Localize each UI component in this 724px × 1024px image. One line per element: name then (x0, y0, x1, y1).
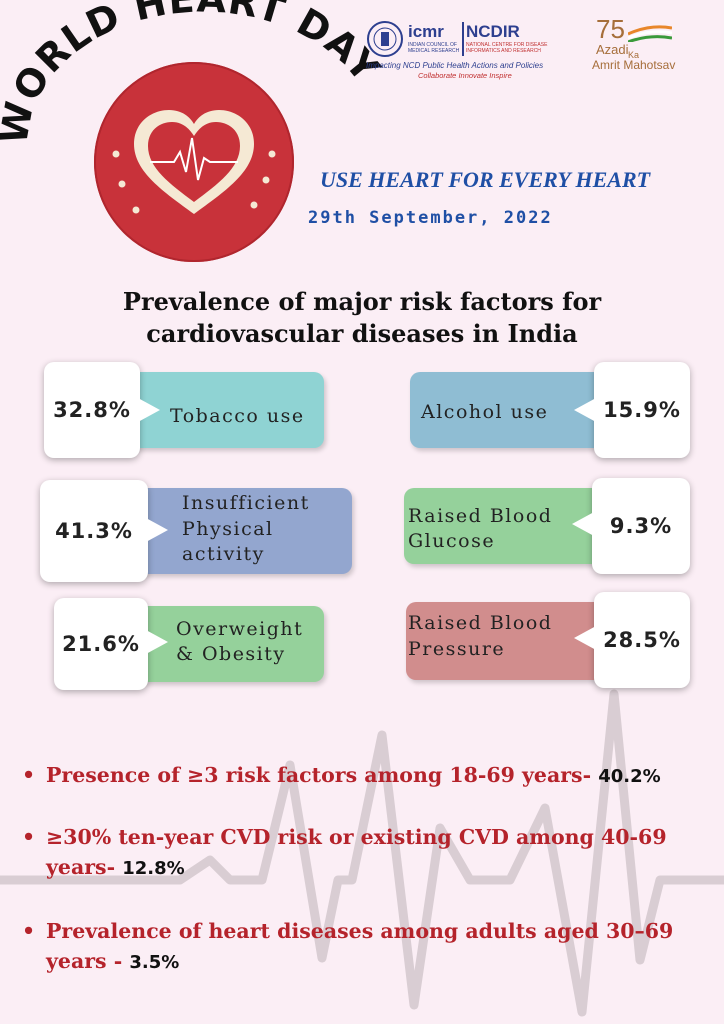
world-heart-day-title: WORLD HEART DAY (0, 0, 389, 147)
amrit-mahotsav-text: Amrit Mahotsav (592, 58, 676, 72)
tobacco-label: Tobacco use (170, 405, 305, 427)
azadi-75-logo: 75 (596, 14, 625, 44)
alcohol-card: Alcohol use (410, 372, 610, 448)
physical-activity-value: 41.3% (40, 480, 148, 582)
bullet-item: • Presence of ≥3 risk factors among 18-6… (22, 760, 702, 792)
obesity-label-2: & Obesity (176, 643, 286, 665)
bullet-value: 3.5% (129, 952, 180, 973)
pressure-value: 28.5% (594, 592, 690, 688)
tobacco-pointer (138, 398, 160, 422)
obesity-label-1: Overweight (176, 618, 304, 640)
bullet-dot: • (22, 919, 36, 943)
bullet-value: 40.2% (598, 766, 661, 787)
heading-line-1: Prevalence of major risk factors for (122, 287, 602, 316)
azadi-text: Azadi (596, 42, 629, 57)
physical-activity-card: Insufficient Physical activity (134, 488, 352, 574)
physical-label-2: Physical (182, 518, 274, 540)
alcohol-pointer (574, 398, 596, 422)
alcohol-value: 15.9% (594, 362, 690, 458)
glucose-pointer (572, 512, 594, 536)
section-heading: Prevalence of major risk factors for car… (40, 286, 684, 350)
svg-text:WORLD HEART DAY: WORLD HEART DAY (0, 0, 389, 147)
collab-slogan: Collaborate Innovate Inspire (418, 71, 512, 80)
icmr-logo-text: icmr (408, 22, 444, 41)
event-date: 29th September, 2022 (308, 208, 553, 228)
bullet-dot: • (22, 825, 36, 849)
pressure-label-2: Pressure (408, 638, 506, 660)
obesity-pointer (146, 630, 168, 654)
physical-pointer (146, 518, 168, 542)
obesity-card: Overweight & Obesity (132, 606, 324, 682)
bullet-text: Presence of ≥3 risk factors among 18-69 … (46, 763, 599, 787)
obesity-value: 21.6% (54, 598, 148, 690)
bullet-list: • Presence of ≥3 risk factors among 18-6… (22, 760, 702, 1008)
bullet-text: Prevalence of heart diseases among adult… (46, 919, 674, 973)
bullet-item: • ≥30% ten-year CVD risk or existing CVD… (22, 822, 702, 884)
icmr-subtitle: INDIAN COUNCIL OF MEDICAL RESEARCH (408, 42, 460, 54)
flag-swoosh-icon (628, 25, 672, 42)
title-text: WORLD HEART DAY (0, 0, 388, 147)
heart-icon (112, 110, 276, 214)
logo-divider (462, 22, 464, 56)
tagline: USE HEART FOR EVERY HEART (320, 167, 651, 192)
physical-label-1: Insufficient (182, 492, 310, 514)
tobacco-value: 32.8% (44, 362, 140, 458)
glucose-label-2: Glucose (408, 530, 496, 552)
glucose-label-1: Raised Blood (408, 505, 553, 527)
bullet-item: • Prevalence of heart diseases among adu… (22, 916, 702, 978)
icmr-emblem-icon (367, 21, 403, 57)
bullet-dot: • (22, 763, 36, 787)
glucose-value: 9.3% (592, 478, 690, 574)
physical-label-3: activity (182, 543, 265, 565)
impact-slogan: Impacting NCD Public Health Actions and … (366, 61, 544, 70)
ncdir-logo-text: NCDIR (466, 22, 520, 41)
bullet-text: ≥30% ten-year CVD risk or existing CVD a… (46, 825, 667, 879)
pressure-pointer (574, 626, 596, 650)
pressure-label-1: Raised Blood (408, 612, 553, 634)
ka-text: Ka (628, 50, 640, 60)
ncdir-subtitle: NATIONAL CENTRE FOR DISEASE INFORMATICS … (466, 42, 548, 54)
bullet-value: 12.8% (122, 858, 185, 879)
alcohol-label: Alcohol use (421, 401, 549, 423)
heading-line-2: cardiovascular diseases in India (146, 319, 578, 348)
